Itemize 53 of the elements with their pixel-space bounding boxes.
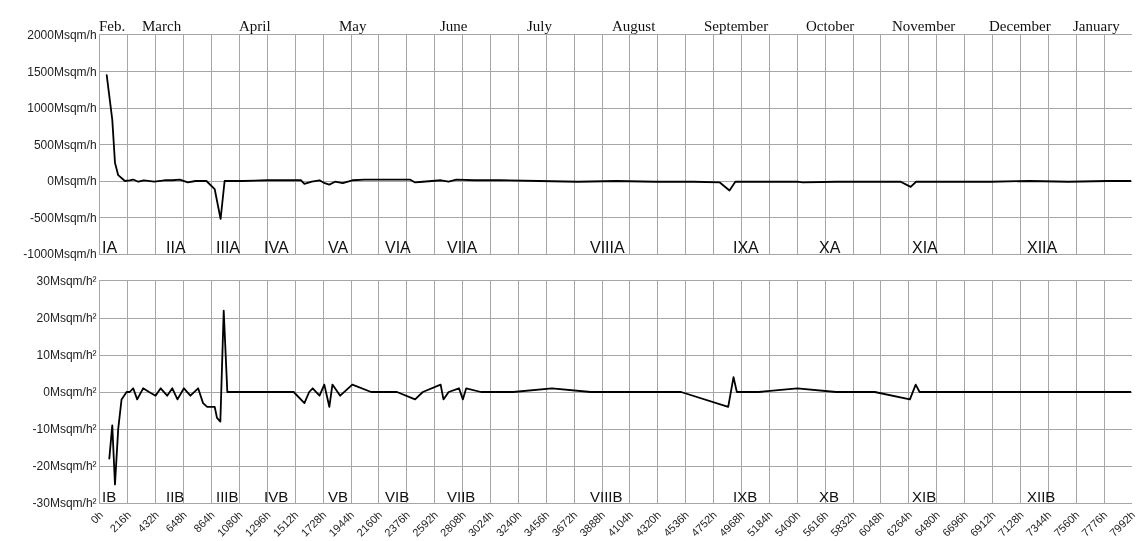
annotation: XA	[819, 239, 841, 256]
annotation: VB	[328, 488, 349, 505]
annotation: VIIIB	[590, 488, 623, 505]
line-series	[105, 74, 1132, 220]
annotation: XIB	[912, 488, 937, 505]
y-tick-label: 0Msqm/h	[47, 174, 97, 189]
text: March	[142, 18, 182, 34]
y-tick-label: -10Msqm/h²	[32, 422, 97, 437]
x-tick-label: 0h	[88, 508, 106, 526]
line-series	[108, 309, 1132, 486]
annotation: VIIIA	[590, 239, 626, 256]
y-tick-label: -30Msqm/h²	[32, 496, 97, 511]
annotation: IIA	[166, 239, 186, 256]
annotation: VA	[328, 239, 349, 256]
annotation: IVA	[264, 239, 289, 256]
annotation: IIIB	[216, 488, 239, 505]
text: November	[892, 18, 956, 34]
annotation: XB	[819, 488, 840, 505]
text: June	[440, 18, 468, 34]
text: Feb.	[99, 18, 126, 34]
y-tick-label: -500Msqm/h	[29, 210, 97, 225]
annotation: IB	[102, 488, 117, 505]
y-tick-label: -1000Msqm/h	[23, 247, 97, 262]
y-tick-label: 2000Msqm/h	[27, 28, 97, 43]
y-tick-label: 20Msqm/h²	[36, 311, 97, 326]
y-tick-label: 1000Msqm/h	[27, 101, 97, 116]
annotation: IA	[102, 239, 118, 256]
text: May	[339, 18, 367, 34]
annotation: IIB	[166, 488, 185, 505]
annotation: IVB	[264, 488, 289, 505]
text: July	[527, 18, 553, 34]
y-tick-label: -20Msqm/h²	[32, 459, 97, 474]
annotation: IXA	[733, 239, 760, 256]
annotation: VIIA	[447, 239, 478, 256]
y-tick-label: 1500Msqm/h	[27, 64, 97, 79]
y-tick-label: 10Msqm/h²	[36, 348, 97, 363]
annotation: VIA	[385, 239, 412, 256]
text: August	[612, 18, 657, 34]
y-tick-label: 500Msqm/h	[33, 137, 97, 152]
annotation: VIIB	[447, 488, 476, 505]
annotation: IXB	[733, 488, 758, 505]
annotation: IIIA	[216, 239, 241, 256]
text: January	[1073, 18, 1121, 34]
annotation: VIB	[385, 488, 410, 505]
text: December	[989, 18, 1051, 34]
text: September	[704, 18, 769, 34]
y-tick-label: 30Msqm/h²	[36, 274, 97, 289]
text: October	[806, 18, 855, 34]
text: April	[239, 18, 271, 34]
annotation: XIIA	[1027, 239, 1058, 256]
annotation: XIA	[912, 239, 939, 256]
y-tick-label: 0Msqm/h²	[43, 385, 97, 400]
annotation: XIIB	[1027, 488, 1056, 505]
